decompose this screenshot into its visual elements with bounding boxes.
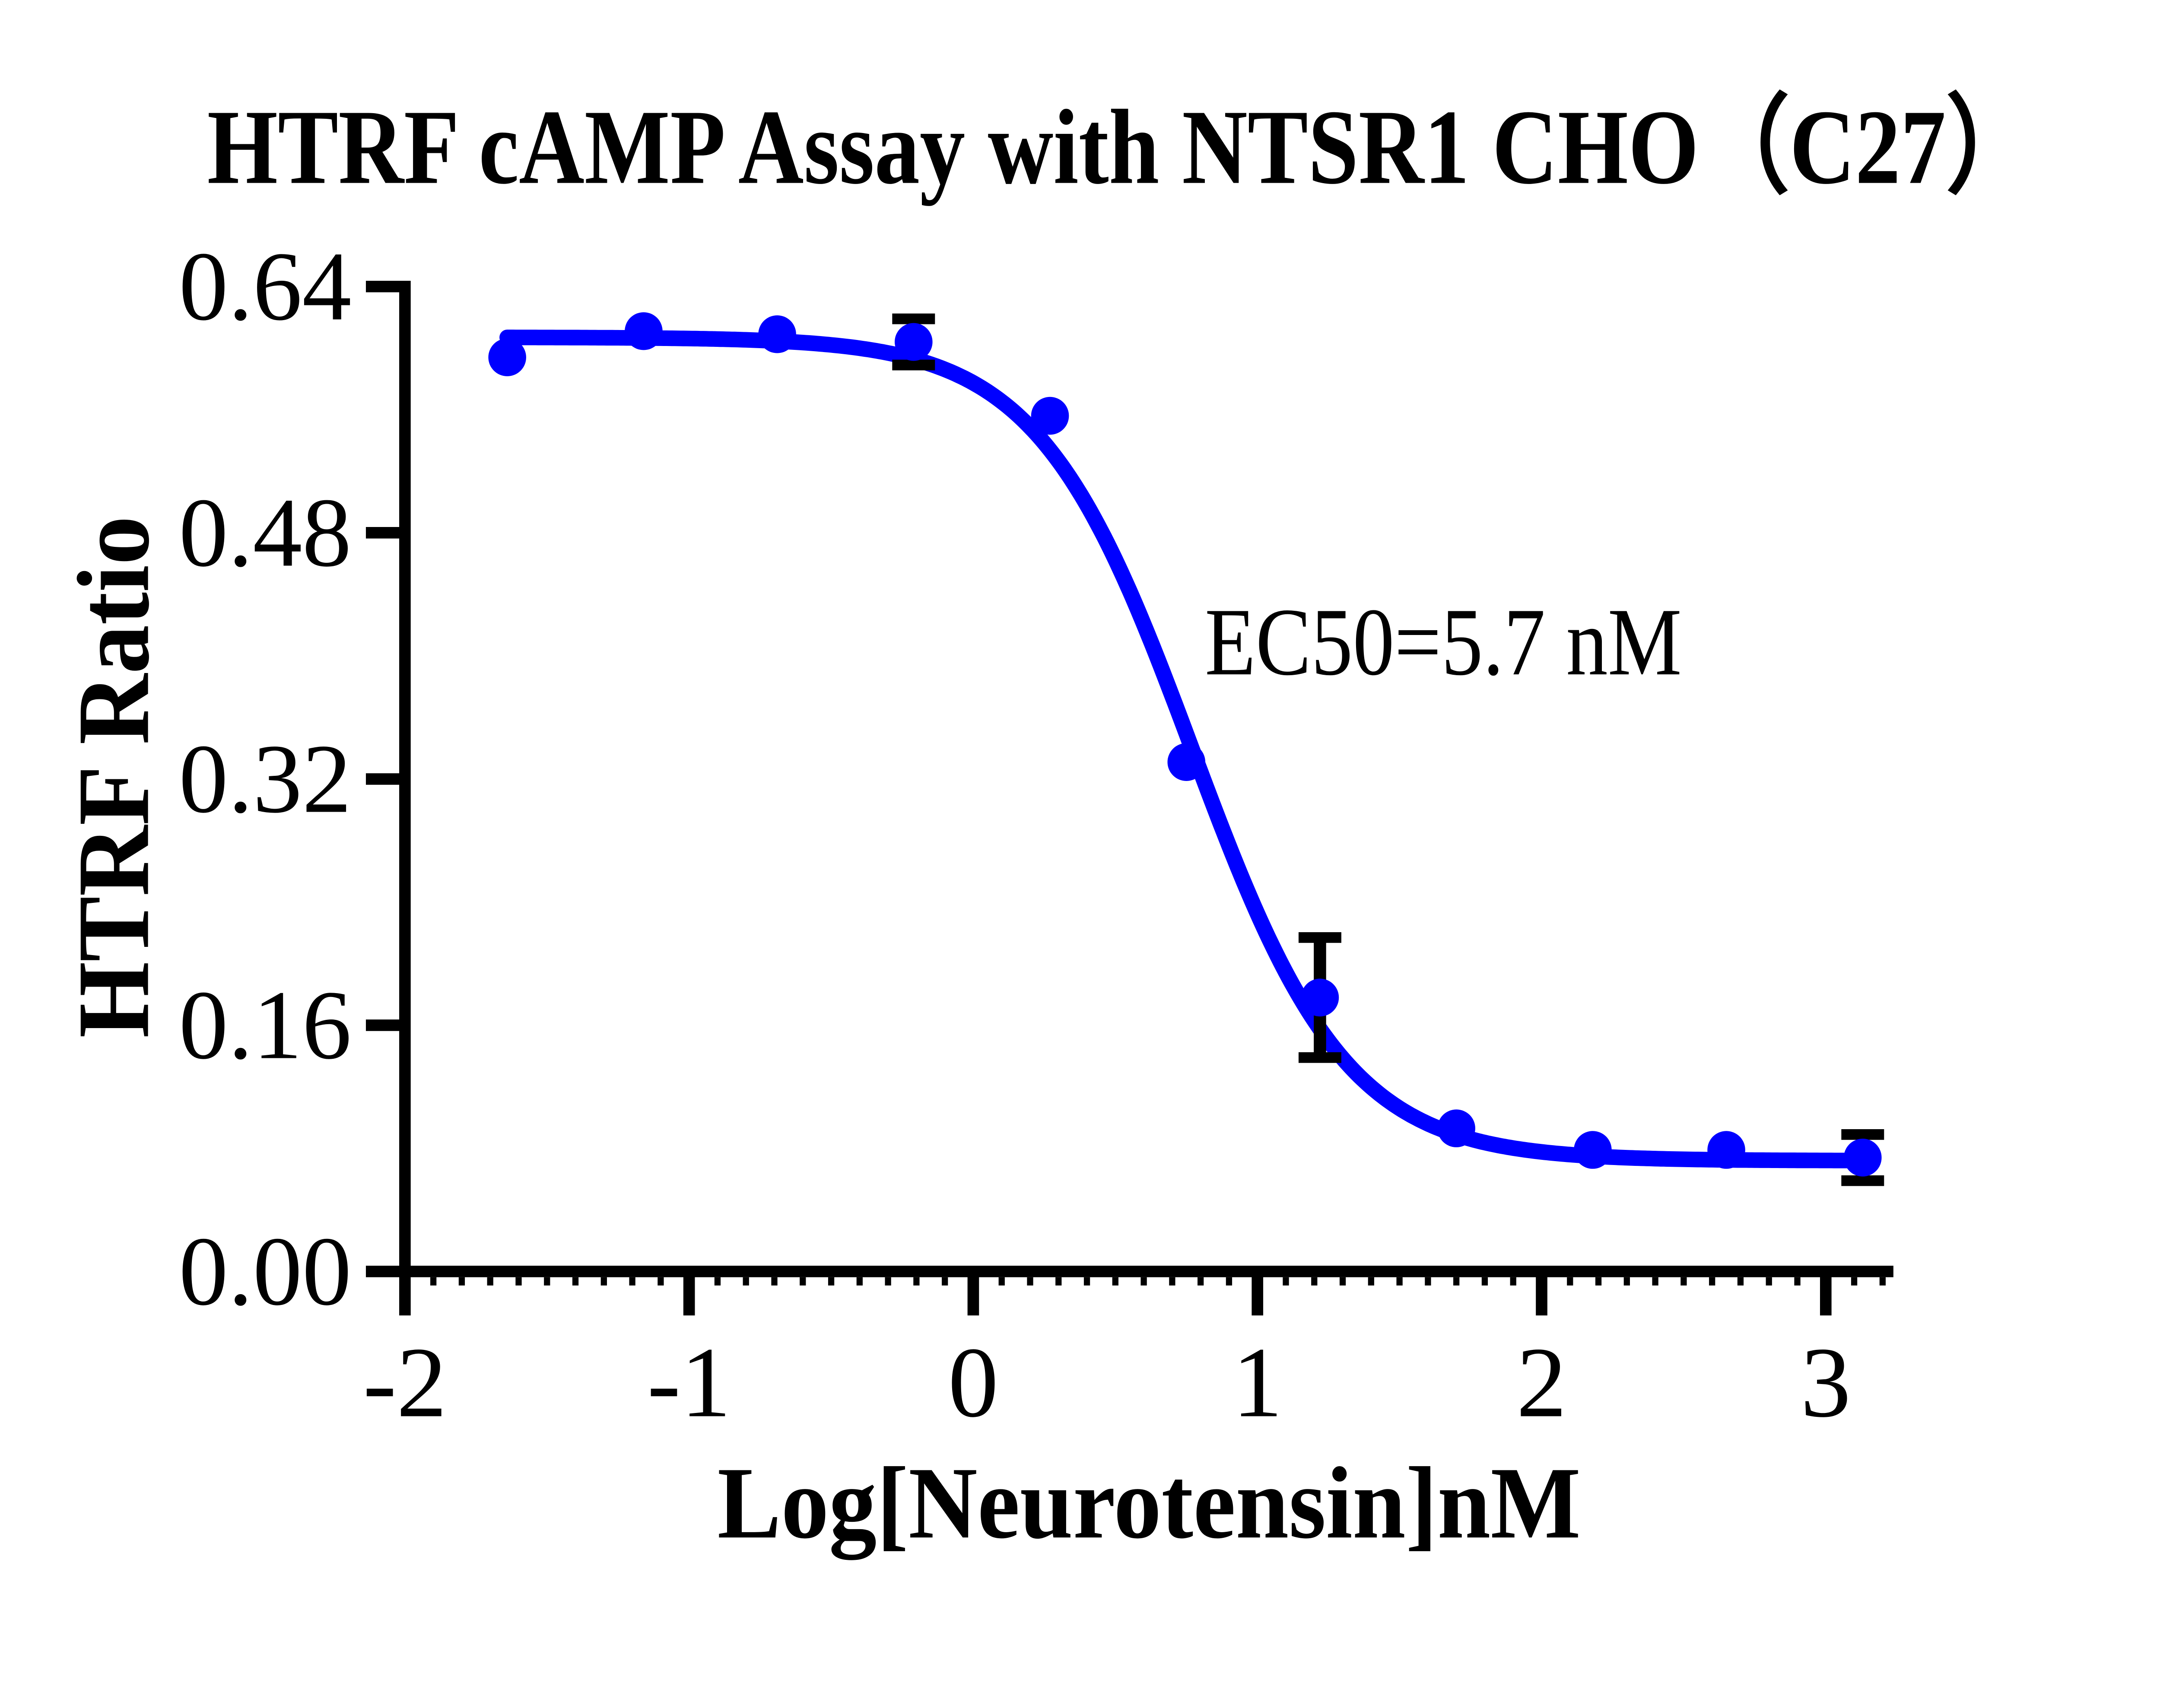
x-tick-label: 1	[1232, 1327, 1283, 1438]
y-tick-label: 0.00	[179, 1217, 352, 1326]
x-tick-labels: -2 -1 0 1 2 3	[363, 1327, 1851, 1438]
y-axis-title: HTRF Ratio	[57, 516, 171, 1038]
data-point-marker	[625, 312, 663, 350]
fit-curve-path	[499, 330, 1871, 1168]
x-axis-title: Log[Neurotensin]nM	[718, 1446, 1581, 1560]
y-tick-label: 0.64	[179, 232, 352, 341]
data-points	[488, 312, 1882, 1177]
ec50-annotation: EC50=5.7 nM	[1205, 589, 1682, 695]
y-tick-labels: 0.00 0.16 0.32 0.48 0.64	[179, 232, 352, 1326]
fit-curve	[499, 330, 1871, 1168]
x-tick-label: 2	[1516, 1327, 1567, 1438]
y-tick-label: 0.48	[179, 478, 352, 587]
data-point-marker	[1167, 743, 1206, 781]
x-tick-label: -2	[363, 1327, 447, 1438]
data-point-marker	[1031, 397, 1069, 435]
dose-response-figure: -2 -1 0 1 2 3 0.00 0.16 0.32 0.48 0.64 HTRF cAMP …	[57, 88, 2037, 1560]
data-point-marker	[1301, 978, 1339, 1017]
y-tick-label: 0.16	[179, 971, 352, 1080]
data-point-marker	[1574, 1131, 1612, 1169]
data-point-marker	[1707, 1131, 1745, 1169]
x-tick-label: 0	[948, 1327, 999, 1438]
x-major-ticks	[399, 1271, 1832, 1316]
axes	[399, 280, 1893, 1277]
x-tick-label: -1	[647, 1327, 731, 1438]
y-tick-label: 0.32	[179, 724, 352, 834]
data-point-marker	[1844, 1139, 1882, 1177]
data-point-marker	[895, 323, 933, 361]
x-tick-label: 3	[1801, 1327, 1851, 1438]
data-point-marker	[488, 338, 526, 376]
data-point-marker	[758, 315, 796, 353]
y-major-ticks	[365, 280, 405, 1277]
x-minor-ticks	[430, 1277, 1886, 1286]
dose-response-chart: -2 -1 0 1 2 3 0.00 0.16 0.32 0.48 0.64 HTRF cAMP …	[57, 88, 2037, 1560]
data-point-marker	[1437, 1109, 1475, 1147]
chart-title: HTRF cAMP Assay with NTSR1 CHO（C27）	[207, 88, 2037, 206]
